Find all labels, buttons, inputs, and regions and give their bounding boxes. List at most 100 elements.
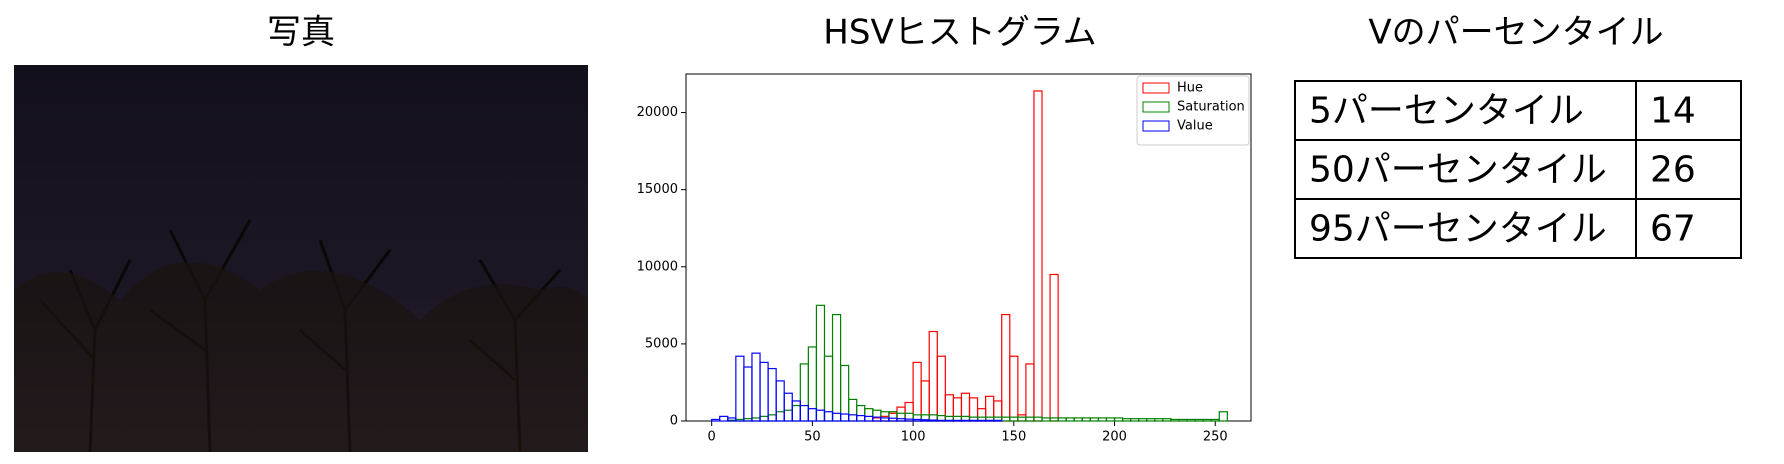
histogram-bar (968, 419, 979, 422)
y-tick-label: 15000 (637, 182, 678, 197)
histogram-bar (783, 392, 793, 422)
histogram-bar (815, 304, 826, 422)
histogram-bar (888, 417, 898, 422)
legend-swatch (1142, 101, 1170, 113)
histogram-bar (904, 418, 914, 422)
histogram-bar (1170, 418, 1180, 422)
histogram-bar (791, 400, 801, 422)
histogram-bar (864, 408, 874, 422)
histogram-bar (783, 409, 793, 422)
histogram-bar (888, 412, 898, 422)
x-tick-label: 100 (901, 430, 926, 445)
histogram-bar (856, 415, 866, 422)
histogram-bar (944, 394, 954, 422)
plot: 0 50 100 150 200 250 0 5000 10000 15000 20000 Hue Sa… (637, 75, 1250, 445)
photo-title: 写真 (267, 13, 335, 53)
histogram-bar (1097, 417, 1108, 422)
legend-swatch (1142, 82, 1170, 94)
histogram-bar (928, 330, 938, 422)
photo (14, 65, 588, 453)
table: 5パーセンタイル 14 50パーセンタイル 26 95パーセンタイル 67 (1294, 80, 1742, 259)
histogram-bar (856, 404, 866, 422)
histogram-bar (848, 398, 858, 422)
histogram-bar (1009, 416, 1019, 422)
y-tick-label: 20000 (637, 105, 678, 120)
histogram-bar (1186, 418, 1196, 422)
x-tick-label: 200 (1102, 430, 1127, 445)
histogram-bar (1121, 418, 1132, 422)
histogram-bar (1138, 418, 1148, 422)
histogram-bar (936, 355, 946, 422)
histogram-bar (1089, 417, 1100, 422)
histogram-bar (912, 361, 922, 422)
histogram-bar (1154, 418, 1164, 422)
histogram-bar (912, 418, 922, 422)
histogram-bar (848, 414, 858, 422)
histogram-bar (719, 415, 729, 422)
legend-label: Value (1177, 119, 1213, 134)
histogram-bar (1202, 418, 1212, 422)
table-title: Vのパーセンタイル (1368, 13, 1663, 53)
histogram-bar (807, 346, 818, 422)
histogram-bar (751, 352, 761, 422)
histogram-bar (799, 404, 809, 422)
histogram-bar (1009, 355, 1019, 422)
histogram-bar (896, 412, 906, 422)
histogram-bar (767, 367, 777, 422)
table-value: 67 (1650, 209, 1696, 250)
table-value: 26 (1650, 150, 1696, 191)
table-label: 5パーセンタイル (1309, 91, 1584, 132)
histogram-bar (880, 415, 890, 422)
x-tick-label: 0 (708, 430, 716, 445)
legend-label: Hue (1177, 81, 1203, 96)
histogram-bar (936, 419, 946, 422)
histogram-bar (1194, 418, 1204, 422)
histogram-bar (1049, 273, 1059, 422)
histogram-bar (767, 414, 777, 422)
histogram-bar (1025, 416, 1035, 422)
histogram-bar (735, 355, 745, 422)
histogram-bar (711, 418, 721, 422)
histogram-bar (1001, 416, 1011, 422)
histogram-bar (904, 401, 914, 422)
chart-title: HSVヒストグラム (823, 13, 1096, 53)
x-tick-label: 50 (804, 430, 821, 445)
histogram-bar (1049, 417, 1059, 422)
histogram-bar (839, 413, 850, 422)
histogram-bar (799, 363, 809, 422)
histogram-bar (743, 366, 753, 422)
table-cell (1294, 80, 1637, 141)
histogram-bar (839, 364, 850, 422)
histogram-bar (1178, 418, 1188, 422)
histogram-bar (815, 409, 826, 422)
x-tick-label: 150 (1001, 430, 1026, 445)
histogram-bar (1065, 417, 1075, 422)
histogram-bar (1105, 417, 1116, 422)
histogram-bar (759, 361, 769, 422)
histogram-bar (872, 416, 882, 422)
histogram-bar (952, 419, 963, 422)
histogram-bar (1162, 418, 1172, 422)
histogram-bar (1146, 418, 1156, 422)
table-cell (1635, 198, 1742, 259)
histogram-bar (1033, 90, 1043, 422)
histogram-bar (912, 414, 922, 422)
histogram-bar (928, 419, 938, 422)
histogram-bar (1057, 417, 1067, 422)
histogram-bar (1218, 411, 1228, 422)
histogram-bar (920, 419, 930, 422)
histogram-bar (775, 411, 785, 422)
histogram-bar (944, 419, 954, 422)
x-tick-label: 250 (1203, 430, 1228, 445)
histogram-bar (831, 313, 842, 422)
histogram-bar (1001, 313, 1011, 422)
histogram-bar (759, 415, 769, 422)
legend-label: Saturation (1177, 100, 1245, 115)
histogram-bar (1073, 417, 1083, 422)
histogram-bar (831, 412, 842, 422)
legend-swatch (1142, 120, 1170, 132)
table-cell (1294, 139, 1637, 200)
histogram-bar (993, 419, 1003, 422)
histogram-bar (904, 412, 914, 422)
